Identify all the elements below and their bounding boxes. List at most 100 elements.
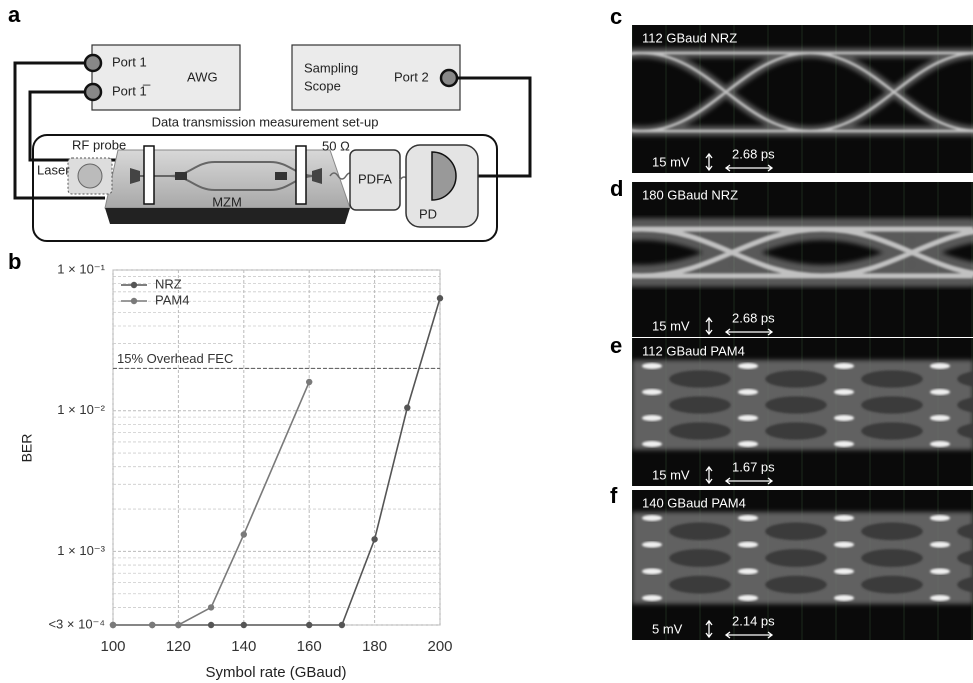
data-point bbox=[371, 536, 378, 543]
amplitude-scale: 15 mV bbox=[652, 467, 690, 482]
eye-glow bbox=[632, 218, 973, 287]
eye-crossing bbox=[642, 595, 662, 601]
eye-core bbox=[632, 51, 973, 133]
legend-label: NRZ bbox=[155, 276, 182, 291]
setup-diagram: Port 1 Port 1̅ AWG Sampling Scope Port 2… bbox=[13, 44, 532, 242]
eye-opening bbox=[765, 370, 827, 388]
series-line bbox=[113, 381, 310, 626]
eye-crossing bbox=[930, 515, 950, 521]
data-point bbox=[306, 621, 313, 629]
eye-crossing bbox=[834, 389, 854, 395]
electrode bbox=[175, 172, 187, 180]
data-point bbox=[404, 404, 411, 411]
component-label: PD bbox=[419, 206, 437, 221]
legend-marker bbox=[130, 297, 138, 305]
amplitude-scale: 15 mV bbox=[652, 154, 690, 169]
port-label: Port 1̅ bbox=[112, 83, 151, 98]
caption: Data transmission measurement set-up bbox=[152, 114, 379, 129]
y-axis-label: BER bbox=[19, 434, 35, 463]
legend-marker bbox=[130, 281, 138, 289]
eye-opening bbox=[669, 575, 731, 594]
series-line bbox=[113, 298, 441, 626]
y-tick-label: 1 × 10⁻³ bbox=[57, 543, 105, 558]
laser-source bbox=[77, 163, 103, 189]
component-label: RF probe bbox=[72, 137, 126, 152]
eye-title: 140 GBaud PAM4 bbox=[642, 495, 746, 510]
component-label: 50 Ω bbox=[322, 138, 350, 153]
eye-panel: 112 GBaud PAM4 15 mV 1.67 ps bbox=[632, 338, 973, 486]
eye-crossing bbox=[738, 441, 758, 447]
plot-area bbox=[112, 269, 441, 626]
eye-opening bbox=[957, 523, 973, 540]
port-label: Port 1 bbox=[112, 54, 147, 69]
component-label: MZM bbox=[212, 194, 242, 209]
data-point bbox=[207, 604, 215, 611]
eye-crossing bbox=[738, 363, 758, 369]
x-tick-label: 100 bbox=[100, 638, 125, 655]
setup-frame bbox=[32, 134, 498, 242]
instrument-label: Scope bbox=[304, 78, 341, 93]
eye-crossing bbox=[642, 363, 662, 369]
y-tick-label: 1 × 10⁻¹ bbox=[57, 261, 105, 276]
eye-crossing bbox=[738, 541, 758, 548]
eye-crossing bbox=[738, 595, 758, 601]
eye-diagrams: 112 GBaud NRZ 15 mV 2.68 ps 180 GBaud NRZ 15… bbox=[632, 25, 973, 640]
mzm-chip-side bbox=[105, 208, 350, 224]
eye-crossing bbox=[930, 595, 950, 601]
eye-crossing bbox=[930, 441, 950, 447]
panel-label: a bbox=[8, 2, 21, 27]
scope-box bbox=[291, 44, 461, 111]
port bbox=[439, 68, 459, 88]
awg-box bbox=[91, 44, 241, 111]
eye-title: 112 GBaud NRZ bbox=[642, 30, 737, 45]
eye-crossing bbox=[738, 515, 758, 521]
eye-crossing bbox=[930, 541, 950, 548]
time-scale: 1.67 ps bbox=[732, 459, 775, 474]
x-tick-label: 160 bbox=[297, 638, 322, 655]
eye-opening bbox=[669, 422, 731, 440]
eye-crossing bbox=[642, 568, 662, 575]
data-point bbox=[436, 295, 444, 302]
panel-label: c bbox=[610, 4, 622, 29]
eye-crossing bbox=[834, 415, 854, 421]
amplitude-arrow bbox=[705, 152, 713, 172]
data-point bbox=[149, 621, 156, 629]
eye-opening bbox=[669, 396, 731, 414]
eye-crossing bbox=[834, 515, 854, 521]
time-scale: 2.68 ps bbox=[732, 146, 775, 161]
eye-crossing bbox=[642, 415, 662, 421]
time-scale: 2.68 ps bbox=[732, 310, 775, 325]
port-label: Port 2 bbox=[394, 69, 429, 84]
eye-opening bbox=[765, 522, 827, 541]
eye-trace bbox=[632, 25, 973, 173]
eye-crossing bbox=[930, 568, 950, 575]
port bbox=[83, 53, 103, 73]
eye-crossing bbox=[642, 515, 662, 521]
eye-crossing bbox=[738, 568, 758, 575]
x-tick-label: 180 bbox=[362, 638, 387, 655]
data-point bbox=[240, 531, 247, 538]
eye-crossing bbox=[834, 363, 854, 369]
amplitude-arrow bbox=[705, 316, 713, 336]
eye-panel: 140 GBaud PAM4 5 mV 2.14 ps bbox=[632, 490, 973, 640]
eye-opening bbox=[669, 549, 731, 567]
eye-opening bbox=[669, 522, 731, 541]
time-arrow bbox=[724, 164, 774, 172]
data-point bbox=[109, 621, 117, 629]
photodiode bbox=[431, 151, 457, 201]
y-tick-label: 1 × 10⁻² bbox=[57, 402, 105, 417]
data-point bbox=[175, 621, 182, 629]
eye-opening bbox=[861, 422, 923, 440]
eye-opening bbox=[861, 549, 923, 567]
eye-panel: 112 GBaud NRZ 15 mV 2.68 ps bbox=[632, 25, 973, 173]
rf-probe bbox=[143, 145, 155, 205]
coupler bbox=[130, 168, 140, 184]
data-point bbox=[240, 621, 247, 629]
eye-opening bbox=[957, 371, 973, 387]
eye-title: 180 GBaud NRZ bbox=[642, 187, 738, 202]
eye-crossing bbox=[834, 595, 854, 601]
x-axis-label: Symbol rate (GBaud) bbox=[206, 664, 347, 681]
panel-label: f bbox=[610, 483, 618, 508]
wire bbox=[449, 76, 532, 178]
eye-crossing bbox=[930, 415, 950, 421]
